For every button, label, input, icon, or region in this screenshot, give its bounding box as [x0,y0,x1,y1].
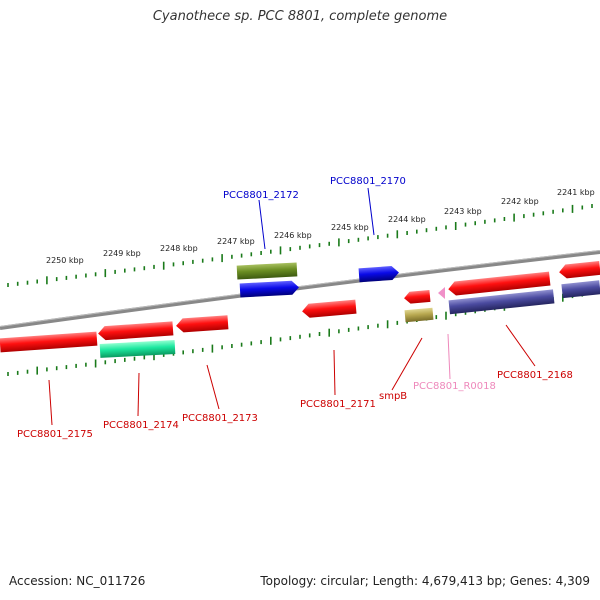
feature-pcc8801-2168[interactable] [448,271,551,297]
leader-pcc8801-2172 [258,199,266,250]
leader-pcc8801-2174 [137,372,140,417]
gene-label-pcc8801-2171: PCC8801_2171 [300,399,376,410]
kbp-label: 2245 kbp [331,223,369,232]
upper-ruler-ticks [7,204,593,287]
feature-pcc8801-2171[interactable] [301,299,357,319]
leader-pcc8801-r0018 [447,333,451,380]
feature-olive-upper[interactable] [236,262,298,280]
gene-label-pcc8801-2170: PCC8801_2170 [330,176,406,187]
leader-smpb [391,337,423,391]
kbp-label: 2249 kbp [103,249,141,258]
ruler-labels: 2250 kbp 2249 kbp 2248 kbp 2247 kbp 2246… [46,188,595,265]
leader-pcc8801-2175 [48,379,53,426]
feature-red-upper-right[interactable] [558,260,600,279]
genome-backbone [0,250,600,330]
feature-pcc8801-2175[interactable] [0,331,98,353]
kbp-label: 2247 kbp [217,237,255,246]
feature-pcc8801-2173[interactable] [176,315,229,333]
feature-smpb[interactable] [404,289,431,304]
feature-slate-lower-right[interactable] [448,289,555,315]
kbp-label: 2244 kbp [388,215,426,224]
feature-teal-lower[interactable] [99,340,176,358]
genome-title: Cyanothece sp. PCC 8801, complete genome [152,9,448,24]
kbp-label: 2241 kbp [557,188,595,197]
feature-tan-lower[interactable] [404,307,434,323]
leader-pcc8801-2168 [505,324,536,367]
leader-pcc8801-2173 [206,364,220,410]
gene-label-smpb: smpB [379,391,407,402]
kbp-label: 2250 kbp [46,256,84,265]
leader-pcc8801-2170 [367,187,375,236]
gene-label-pcc8801-2174: PCC8801_2174 [103,420,179,431]
gene-label-pcc8801-2168: PCC8801_2168 [497,370,573,381]
gene-label-pcc8801-2175: PCC8801_2175 [17,429,93,440]
gene-label-pcc8801-r0018: PCC8801_R0018 [413,381,496,392]
kbp-label: 2246 kbp [274,231,312,240]
feature-pcc8801-2170[interactable] [358,266,400,283]
feature-pcc8801-2172[interactable] [239,280,300,298]
feature-slate-far-right[interactable] [561,280,600,299]
accession-text: Accession: NC_011726 [9,574,146,588]
kbp-label: 2248 kbp [160,244,198,253]
gene-label-pcc8801-2172: PCC8801_2172 [223,190,299,201]
kbp-label: 2243 kbp [444,207,482,216]
kbp-label: 2242 kbp [501,197,539,206]
gene-label-pcc8801-2173: PCC8801_2173 [182,413,258,424]
feature-pcc8801-2174[interactable] [98,321,174,341]
genome-summary-text: Topology: circular; Length: 4,679,413 bp… [260,574,590,588]
leader-pcc8801-2171 [333,349,336,396]
feature-pcc8801-r0018[interactable] [438,287,445,299]
